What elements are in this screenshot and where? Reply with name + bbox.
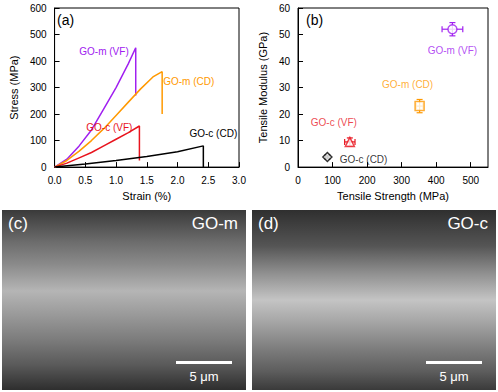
- svg-text:GO-m (CD): GO-m (CD): [163, 76, 214, 87]
- svg-text:(a): (a): [57, 12, 74, 28]
- svg-text:300: 300: [393, 175, 410, 186]
- svg-text:1.0: 1.0: [109, 175, 123, 186]
- svg-text:GO-m (VF): GO-m (VF): [79, 46, 128, 57]
- svg-text:500: 500: [462, 175, 479, 186]
- svg-text:200: 200: [359, 175, 376, 186]
- svg-text:200: 200: [30, 109, 47, 120]
- svg-text:300: 300: [30, 82, 47, 93]
- html-text:5 μm: 5 μm: [439, 369, 469, 384]
- html-text:(c): (c): [8, 214, 28, 233]
- svg-text:Strain (%): Strain (%): [122, 190, 171, 202]
- svg-text:1.5: 1.5: [140, 175, 154, 186]
- svg-text:GO-c (CD): GO-c (CD): [340, 154, 388, 165]
- svg-text:40: 40: [279, 56, 291, 67]
- svg-text:2.0: 2.0: [171, 175, 185, 186]
- svg-text:400: 400: [30, 56, 47, 67]
- svg-text:30: 30: [279, 82, 291, 93]
- svg-text:20: 20: [279, 109, 291, 120]
- svg-text:GO-m (CD): GO-m (CD): [382, 79, 433, 90]
- svg-text:100: 100: [324, 175, 341, 186]
- svg-text:GO-m (VF): GO-m (VF): [428, 45, 477, 56]
- svg-text:60: 60: [279, 3, 291, 14]
- svg-text:GO-c (VF): GO-c (VF): [86, 122, 132, 133]
- svg-text:0.0: 0.0: [48, 175, 62, 186]
- svg-text:3.0: 3.0: [232, 175, 246, 186]
- svg-text:0: 0: [41, 162, 47, 173]
- html-text:(d): (d): [258, 214, 279, 233]
- svg-text:Tensile Strength (MPa): Tensile Strength (MPa): [337, 190, 449, 202]
- svg-text:(b): (b): [306, 12, 323, 28]
- svg-text:Stress (MPa): Stress (MPa): [8, 55, 20, 119]
- svg-text:0.5: 0.5: [78, 175, 92, 186]
- svg-text:100: 100: [30, 135, 47, 146]
- svg-text:600: 600: [30, 3, 47, 14]
- svg-text:Tensile Modulus (GPa): Tensile Modulus (GPa): [257, 32, 269, 143]
- svg-text:50: 50: [279, 29, 291, 40]
- html-text:GO-c: GO-c: [447, 214, 488, 233]
- svg-text:400: 400: [428, 175, 445, 186]
- svg-text:0: 0: [284, 162, 290, 173]
- html-text:GO-m: GO-m: [191, 214, 238, 233]
- html-text:5 μm: 5 μm: [189, 369, 219, 384]
- svg-text:10: 10: [279, 135, 291, 146]
- svg-text:GO-c (VF): GO-c (VF): [311, 117, 357, 128]
- svg-text:500: 500: [30, 29, 47, 40]
- svg-text:2.5: 2.5: [201, 175, 215, 186]
- svg-text:GO-c (CD): GO-c (CD): [189, 128, 237, 139]
- svg-text:0: 0: [295, 175, 301, 186]
